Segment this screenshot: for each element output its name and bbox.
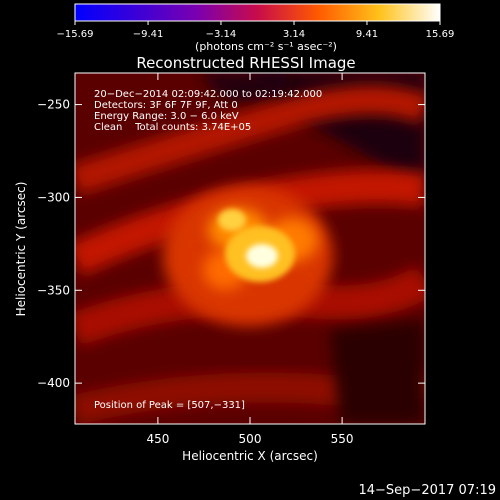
y-tick-label: −400 <box>37 376 70 390</box>
x-tick-label: 500 <box>239 432 262 446</box>
colorbar-units: (photons cm⁻² s⁻¹ asec⁻²) <box>195 40 337 53</box>
colorbar-tick-label: −15.69 <box>56 29 93 40</box>
peak-annotation: Position of Peak = [507,−331] <box>94 400 245 411</box>
footer-timestamp: 14−Sep−2017 07:19 <box>358 483 496 498</box>
colorbar-frame <box>74 3 441 22</box>
colorbar-tick-label: −9.41 <box>133 29 164 40</box>
y-tick-label: −300 <box>37 190 70 204</box>
colorbar: −15.69 −9.41 −3.14 3.14 9.41 15.69 (photons c… <box>56 3 455 53</box>
y-tick-label: −250 <box>37 98 70 112</box>
y-axis: −250 −300 −350 −400 <box>37 98 425 390</box>
heatmap-image <box>75 73 425 424</box>
colorbar-tick-label: −3.14 <box>206 29 237 40</box>
colorbar-gradient <box>75 4 440 21</box>
colorbar-tick-label: 3.14 <box>283 29 305 40</box>
info-line: Clean Total counts: 3.74E+05 <box>94 122 251 133</box>
chart-title: Reconstructed RHESSI Image <box>136 54 355 72</box>
colorbar-tick-label: 9.41 <box>356 29 378 40</box>
x-tick-label: 450 <box>146 432 169 446</box>
y-axis-label: Heliocentric Y (arcsec) <box>14 182 28 317</box>
info-line: Energy Range: 3.0 − 6.0 keV <box>94 111 239 122</box>
x-axis-label: Heliocentric X (arcsec) <box>182 449 318 463</box>
info-annotations: 20−Dec−2014 02:09:42.000 to 02:19:42.000… <box>94 89 322 133</box>
y-tick-label: −350 <box>37 283 70 297</box>
x-axis: 450 500 550 <box>146 73 354 446</box>
x-tick-label: 550 <box>331 432 354 446</box>
info-line: 20−Dec−2014 02:09:42.000 to 02:19:42.000 <box>94 89 322 100</box>
info-line: Detectors: 3F 6F 7F 9F, Att 0 <box>94 100 238 111</box>
colorbar-tick-label: 15.69 <box>426 29 455 40</box>
